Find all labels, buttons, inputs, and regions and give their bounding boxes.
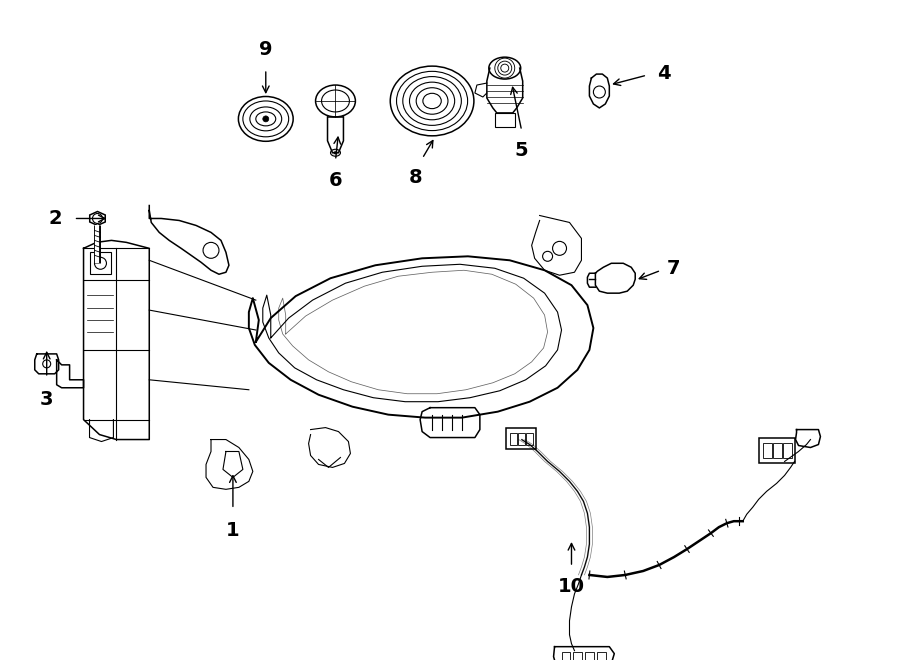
Bar [562,652,571,660]
Text: 10: 10 [558,577,585,596]
Text: 3: 3 [40,390,53,408]
Bar [506,428,536,449]
Bar [495,113,515,127]
Bar [783,442,792,459]
Text: 4: 4 [657,63,670,83]
Text: 5: 5 [515,141,528,160]
Bar [573,652,582,660]
Bar [526,432,533,444]
Bar [509,432,517,444]
Circle shape [263,116,269,122]
Bar [759,438,795,463]
Text: 7: 7 [667,258,680,278]
Text: 8: 8 [409,168,422,186]
Bar [585,652,594,660]
Text: 6: 6 [328,171,342,190]
Bar [518,432,525,444]
Bar [772,442,781,459]
Ellipse shape [330,149,340,156]
Text: 1: 1 [226,521,239,540]
Bar [89,253,112,274]
Text: 9: 9 [259,40,273,59]
Text: 2: 2 [48,209,61,228]
Bar [598,652,607,660]
Ellipse shape [334,151,338,154]
Bar [762,442,771,459]
